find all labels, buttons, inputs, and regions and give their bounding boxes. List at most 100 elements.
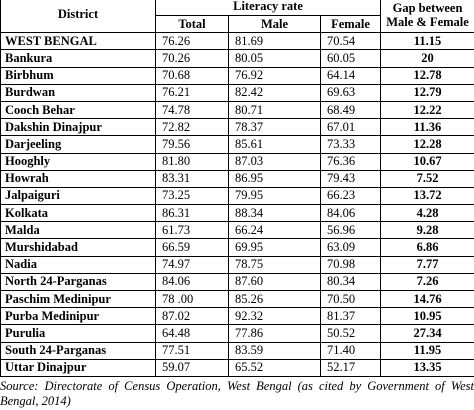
male-rate: 87.60: [228, 272, 321, 292]
female-rate: 50.52: [319, 324, 382, 343]
total-rate: 76.21: [155, 83, 229, 102]
district-name: North 24-Parganas: [0, 272, 156, 292]
gap-value: 4.28: [380, 204, 474, 223]
district-name: Cooch Behar: [0, 100, 156, 120]
male-rate: 85.26: [228, 289, 321, 309]
female-rate: 52.17: [319, 358, 382, 377]
district-name: Dakshin Dinajpur: [0, 118, 156, 137]
total-rate: 66.59: [155, 238, 229, 257]
table-row: Birbhum 70.68 76.92 64.14 12.78: [0, 66, 474, 85]
female-rate: 69.63: [319, 83, 382, 102]
gap-value: 9.28: [380, 221, 474, 240]
total-rate: 70.26: [155, 49, 229, 68]
male-rate: 80.71: [228, 100, 321, 120]
header-total: Total: [155, 14, 229, 34]
total-rate: 61.73: [155, 221, 229, 240]
female-rate: 68.49: [319, 100, 382, 120]
table-row: Bankura 70.26 80.05 60.05 20: [0, 49, 474, 68]
gap-value: 7.52: [380, 169, 474, 188]
female-rate: 66.23: [319, 186, 382, 206]
male-rate: 82.42: [228, 83, 321, 102]
gap-value: 11.36: [380, 118, 474, 137]
district-name: Purulia: [0, 324, 156, 343]
table-row: Jalpaiguri 73.25 79.95 66.23 13.72: [0, 186, 474, 206]
total-rate: 64.48: [155, 324, 229, 343]
female-rate: 63.09: [319, 238, 382, 257]
header-district: District: [0, 0, 156, 34]
female-rate: 70.54: [319, 32, 382, 51]
male-rate: 83.59: [228, 341, 321, 360]
district-name: Kolkata: [0, 204, 156, 223]
table-row: Hooghly 81.80 87.03 76.36 10.67: [0, 152, 474, 171]
male-rate: 69.95: [228, 238, 321, 257]
male-rate: 81.69: [228, 32, 321, 51]
gap-value: 13.35: [380, 358, 474, 377]
female-rate: 70.50: [319, 289, 382, 309]
table-row: Dakshin Dinajpur 72.82 78.37 67.01 11.36: [0, 118, 474, 137]
table-row: Howrah 83.31 86.95 79.43 7.52: [0, 169, 474, 188]
district-name: Bankura: [0, 49, 156, 68]
district-name: Darjeeling: [0, 135, 156, 154]
district-name: Howrah: [0, 169, 156, 188]
total-rate: 81.80: [155, 152, 229, 171]
gap-value: 11.95: [380, 341, 474, 360]
total-rate: 76.26: [155, 32, 229, 51]
total-rate: 72.82: [155, 118, 229, 137]
gap-value: 6.86: [380, 238, 474, 257]
table-row: Murshidabad 66.59 69.95 63.09 6.86: [0, 238, 474, 257]
female-rate: 76.36: [319, 152, 382, 171]
total-rate: 74.97: [155, 255, 229, 274]
male-rate: 66.24: [228, 221, 321, 240]
gap-value: 12.78: [380, 66, 474, 85]
total-rate: 74.78: [155, 100, 229, 120]
gap-value: 12.22: [380, 100, 474, 120]
male-rate: 76.92: [228, 66, 321, 85]
gap-value: 10.67: [380, 152, 474, 171]
male-rate: 85.61: [228, 135, 321, 154]
total-rate: 59.07: [155, 358, 229, 377]
literacy-table: District Literacy rate Gap between Male …: [0, 0, 474, 377]
district-name: Paschim Medinipur: [0, 289, 156, 309]
table-row: Malda 61.73 66.24 56.96 9.28: [0, 221, 474, 240]
female-rate: 67.01: [319, 118, 382, 137]
district-name: South 24-Parganas: [0, 341, 156, 360]
district-name: Jalpaiguri: [0, 186, 156, 206]
male-rate: 77.86: [228, 324, 321, 343]
source-note: Source: Directorate of Census Operation,…: [0, 379, 474, 408]
district-name: Nadia: [0, 255, 156, 274]
district-name: Uttar Dinajpur: [0, 358, 156, 377]
gap-value: 12.79: [380, 83, 474, 102]
male-rate: 78.75: [228, 255, 321, 274]
table-row: Uttar Dinajpur 59.07 65.52 52.17 13.35: [0, 358, 474, 377]
table-row: Cooch Behar 74.78 80.71 68.49 12.22: [0, 100, 474, 120]
district-name: Burdwan: [0, 83, 156, 102]
female-rate: 70.98: [319, 255, 382, 274]
gap-value: 7.26: [380, 272, 474, 292]
header-female: Female: [319, 14, 382, 34]
male-rate: 88.34: [228, 204, 321, 223]
male-rate: 86.95: [228, 169, 321, 188]
female-rate: 73.33: [319, 135, 382, 154]
female-rate: 64.14: [319, 66, 382, 85]
male-rate: 87.03: [228, 152, 321, 171]
gap-value: 12.28: [380, 135, 474, 154]
district-name: Murshidabad: [0, 238, 156, 257]
total-rate: 77.51: [155, 341, 229, 360]
header-gap: Gap between Male & Female: [380, 0, 474, 34]
gap-value: 14.76: [380, 289, 474, 309]
table-row: North 24-Parganas 84.06 87.60 80.34 7.26: [0, 272, 474, 292]
male-rate: 79.95: [228, 186, 321, 206]
total-rate: 78 .00: [155, 289, 229, 309]
female-rate: 71.40: [319, 341, 382, 360]
total-rate: 87.02: [155, 307, 229, 326]
table-row: WEST BENGAL 76.26 81.69 70.54 11.15: [0, 32, 474, 51]
table-row: South 24-Parganas 77.51 83.59 71.40 11.95: [0, 341, 474, 360]
total-rate: 70.68: [155, 66, 229, 85]
district-name: Birbhum: [0, 66, 156, 85]
table-row: Nadia 74.97 78.75 70.98 7.77: [0, 255, 474, 274]
header-male: Male: [228, 14, 321, 34]
gap-value: 13.72: [380, 186, 474, 206]
total-rate: 83.31: [155, 169, 229, 188]
female-rate: 84.06: [319, 204, 382, 223]
table-row: Purba Medinipur 87.02 92.32 81.37 10.95: [0, 307, 474, 326]
